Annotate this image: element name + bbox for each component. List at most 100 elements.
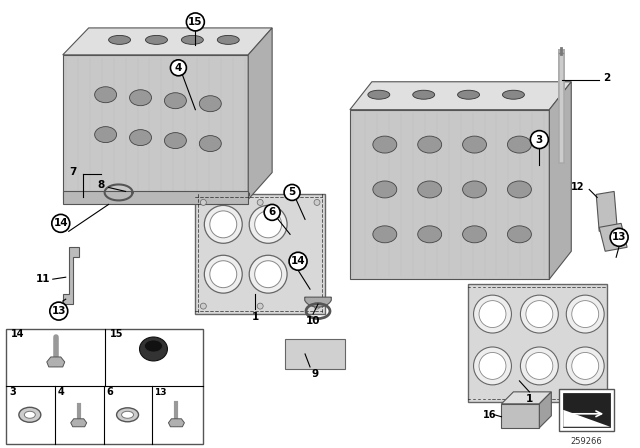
- Text: 10: 10: [306, 316, 320, 326]
- Polygon shape: [168, 419, 184, 427]
- Text: 4: 4: [175, 63, 182, 73]
- Ellipse shape: [95, 127, 116, 142]
- Text: 14: 14: [11, 329, 24, 339]
- Ellipse shape: [24, 411, 35, 418]
- Ellipse shape: [373, 226, 397, 243]
- Polygon shape: [63, 191, 248, 204]
- Polygon shape: [540, 392, 551, 428]
- Polygon shape: [502, 392, 551, 404]
- Ellipse shape: [161, 191, 170, 198]
- Ellipse shape: [145, 35, 168, 44]
- Ellipse shape: [109, 35, 131, 44]
- Text: 4: 4: [58, 387, 65, 397]
- Ellipse shape: [71, 191, 80, 198]
- Text: 7: 7: [69, 167, 76, 177]
- Ellipse shape: [122, 411, 134, 418]
- Ellipse shape: [373, 136, 397, 153]
- Polygon shape: [47, 357, 65, 367]
- Ellipse shape: [520, 295, 558, 333]
- Polygon shape: [63, 28, 272, 55]
- Ellipse shape: [181, 35, 204, 44]
- Circle shape: [170, 60, 186, 76]
- Text: 2: 2: [604, 73, 611, 83]
- Ellipse shape: [474, 295, 511, 333]
- Text: 9: 9: [312, 369, 319, 379]
- Ellipse shape: [314, 303, 320, 309]
- Circle shape: [52, 215, 70, 233]
- Polygon shape: [305, 297, 332, 307]
- Ellipse shape: [566, 347, 604, 385]
- Ellipse shape: [474, 347, 511, 385]
- Text: 3: 3: [9, 387, 15, 397]
- Ellipse shape: [373, 181, 397, 198]
- Ellipse shape: [479, 301, 506, 327]
- Ellipse shape: [368, 90, 390, 99]
- Ellipse shape: [418, 136, 442, 153]
- Ellipse shape: [249, 255, 287, 293]
- Ellipse shape: [206, 191, 215, 198]
- Ellipse shape: [116, 408, 138, 422]
- Text: 259266: 259266: [570, 437, 602, 446]
- Ellipse shape: [140, 337, 168, 361]
- Ellipse shape: [508, 226, 531, 243]
- Ellipse shape: [95, 87, 116, 103]
- Polygon shape: [563, 393, 610, 427]
- Circle shape: [284, 185, 300, 200]
- Text: 5: 5: [289, 187, 296, 198]
- Text: 13: 13: [612, 233, 627, 242]
- Ellipse shape: [257, 199, 263, 205]
- Ellipse shape: [210, 261, 237, 288]
- Text: 13: 13: [154, 388, 167, 397]
- Ellipse shape: [463, 136, 486, 153]
- Ellipse shape: [502, 90, 524, 99]
- Text: 3: 3: [536, 134, 543, 145]
- Text: 13: 13: [51, 306, 66, 316]
- Polygon shape: [248, 28, 272, 199]
- Text: 16: 16: [483, 410, 496, 420]
- Text: 6: 6: [269, 207, 276, 217]
- Text: 8: 8: [97, 181, 104, 190]
- Polygon shape: [599, 224, 627, 251]
- Ellipse shape: [200, 199, 206, 205]
- Text: 14: 14: [291, 256, 305, 266]
- Text: 14: 14: [54, 218, 68, 228]
- Text: 12: 12: [570, 182, 584, 193]
- Ellipse shape: [526, 301, 553, 327]
- Ellipse shape: [19, 407, 41, 422]
- Ellipse shape: [145, 340, 163, 352]
- Text: 1: 1: [526, 394, 533, 404]
- Ellipse shape: [413, 90, 435, 99]
- Ellipse shape: [257, 303, 263, 309]
- Ellipse shape: [418, 226, 442, 243]
- Circle shape: [264, 204, 280, 220]
- Ellipse shape: [164, 93, 186, 109]
- Text: 15: 15: [188, 17, 203, 27]
- Polygon shape: [6, 329, 204, 444]
- Polygon shape: [71, 419, 86, 427]
- Ellipse shape: [255, 261, 282, 288]
- Polygon shape: [596, 191, 617, 231]
- Ellipse shape: [479, 353, 506, 379]
- Text: 1: 1: [252, 312, 259, 322]
- Ellipse shape: [458, 90, 479, 99]
- Ellipse shape: [249, 205, 287, 243]
- Ellipse shape: [199, 96, 221, 112]
- Ellipse shape: [508, 181, 531, 198]
- Polygon shape: [195, 194, 325, 314]
- Text: 11: 11: [36, 274, 50, 284]
- Ellipse shape: [508, 136, 531, 153]
- Text: 6: 6: [107, 387, 113, 397]
- Ellipse shape: [218, 35, 239, 44]
- Ellipse shape: [520, 347, 558, 385]
- Circle shape: [289, 252, 307, 270]
- Ellipse shape: [129, 129, 152, 146]
- Polygon shape: [549, 82, 572, 279]
- Ellipse shape: [572, 353, 598, 379]
- Ellipse shape: [526, 353, 553, 379]
- Circle shape: [610, 228, 628, 246]
- Polygon shape: [350, 82, 572, 110]
- Ellipse shape: [418, 181, 442, 198]
- Polygon shape: [285, 339, 345, 369]
- Polygon shape: [502, 404, 540, 428]
- Polygon shape: [63, 55, 248, 199]
